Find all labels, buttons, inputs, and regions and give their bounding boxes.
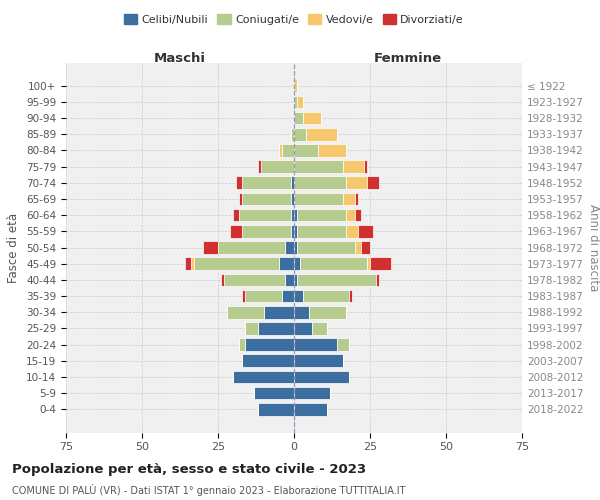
Bar [346, 209, 355, 222]
Bar [367, 258, 370, 270]
Bar [300, 258, 367, 270]
Bar [279, 144, 282, 156]
Text: COMUNE DI PALÙ (VR) - Dati ISTAT 1° gennaio 2023 - Elaborazione TUTTITALIA.IT: COMUNE DI PALÙ (VR) - Dati ISTAT 1° genn… [12, 484, 406, 496]
Bar [376, 274, 379, 286]
Bar [242, 225, 291, 237]
Bar [285, 274, 294, 286]
Bar [294, 370, 349, 384]
Bar [294, 258, 300, 270]
Bar [191, 258, 194, 270]
Bar [257, 160, 260, 173]
Bar [294, 306, 309, 318]
Bar [367, 176, 379, 189]
Bar [245, 290, 282, 302]
Bar [245, 338, 294, 351]
Bar [279, 258, 294, 270]
Bar [346, 176, 367, 189]
Bar [297, 225, 346, 237]
Bar [242, 290, 245, 302]
Bar [358, 225, 373, 237]
Bar [294, 387, 331, 400]
Bar [242, 176, 291, 189]
Bar [303, 290, 349, 302]
Bar [239, 192, 242, 205]
Bar [282, 290, 294, 302]
Bar [294, 290, 303, 302]
Bar [291, 176, 294, 189]
Bar [242, 354, 294, 367]
Bar [306, 128, 337, 140]
Bar [291, 192, 294, 205]
Bar [337, 338, 349, 351]
Bar [297, 96, 303, 108]
Bar [319, 144, 346, 156]
Bar [297, 241, 355, 254]
Bar [355, 241, 361, 254]
Text: Femmine: Femmine [374, 52, 442, 64]
Bar [236, 176, 242, 189]
Y-axis label: Fasce di età: Fasce di età [7, 212, 20, 282]
Bar [294, 192, 343, 205]
Bar [355, 209, 361, 222]
Bar [361, 241, 370, 254]
Bar [343, 160, 364, 173]
Bar [303, 112, 322, 124]
Bar [194, 258, 279, 270]
Bar [370, 258, 391, 270]
Bar [294, 160, 343, 173]
Bar [294, 96, 297, 108]
Bar [233, 209, 239, 222]
Bar [221, 274, 224, 286]
Bar [294, 144, 319, 156]
Bar [242, 192, 291, 205]
Bar [294, 80, 297, 92]
Bar [294, 209, 297, 222]
Text: Maschi: Maschi [154, 52, 206, 64]
Bar [294, 403, 328, 415]
Bar [294, 338, 337, 351]
Bar [312, 322, 328, 334]
Bar [349, 290, 352, 302]
Bar [294, 322, 312, 334]
Bar [346, 225, 358, 237]
Bar [294, 354, 343, 367]
Bar [218, 241, 285, 254]
Bar [285, 241, 294, 254]
Bar [239, 209, 291, 222]
Bar [230, 225, 242, 237]
Bar [185, 258, 191, 270]
Bar [239, 338, 245, 351]
Bar [297, 209, 346, 222]
Bar [343, 192, 355, 205]
Bar [263, 306, 294, 318]
Bar [294, 112, 303, 124]
Bar [309, 306, 346, 318]
Bar [257, 403, 294, 415]
Bar [254, 387, 294, 400]
Bar [224, 274, 285, 286]
Bar [355, 192, 358, 205]
Bar [294, 176, 346, 189]
Y-axis label: Anni di nascita: Anni di nascita [587, 204, 600, 291]
Bar [257, 322, 294, 334]
Bar [291, 209, 294, 222]
Bar [294, 128, 306, 140]
Bar [364, 160, 367, 173]
Bar [294, 225, 297, 237]
Bar [245, 322, 257, 334]
Bar [227, 306, 263, 318]
Bar [233, 370, 294, 384]
Legend: Celibi/Nubili, Coniugati/e, Vedovi/e, Divorziati/e: Celibi/Nubili, Coniugati/e, Vedovi/e, Di… [121, 10, 467, 28]
Bar [291, 128, 294, 140]
Bar [291, 225, 294, 237]
Bar [294, 241, 297, 254]
Bar [260, 160, 294, 173]
Bar [282, 144, 294, 156]
Bar [203, 241, 218, 254]
Bar [294, 274, 297, 286]
Bar [297, 274, 376, 286]
Text: Popolazione per età, sesso e stato civile - 2023: Popolazione per età, sesso e stato civil… [12, 462, 366, 475]
